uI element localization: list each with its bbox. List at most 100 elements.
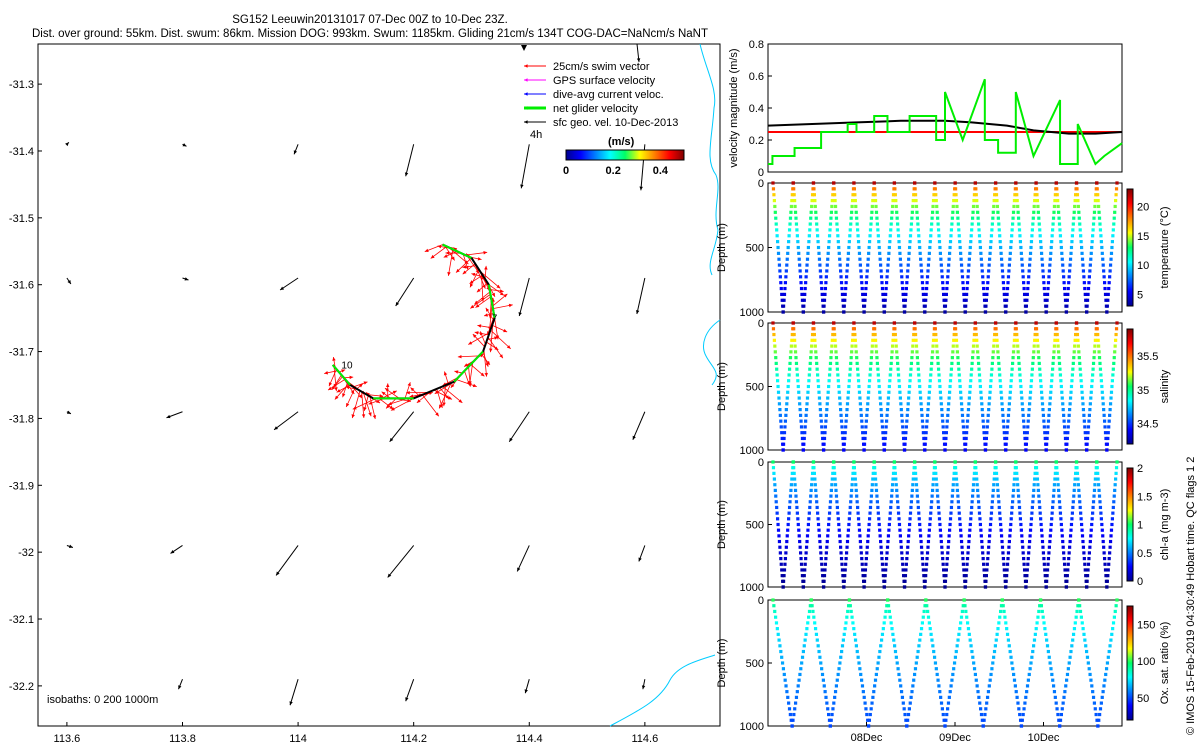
temperature-marker xyxy=(827,234,832,238)
oxygen-marker xyxy=(880,632,885,636)
salinity-marker xyxy=(816,379,820,383)
chla-marker xyxy=(867,528,871,532)
chla-marker xyxy=(1064,585,1069,589)
chla-marker xyxy=(813,477,817,481)
temperature-marker xyxy=(863,292,868,297)
salinity-marker xyxy=(1050,379,1054,383)
oxygen-marker xyxy=(1045,644,1050,648)
chla-marker xyxy=(870,483,874,487)
oxygen-marker xyxy=(936,678,940,682)
salinity-marker xyxy=(1022,419,1026,423)
temperature-marker xyxy=(985,292,989,297)
salinity-marker xyxy=(777,402,782,406)
chla-marker xyxy=(817,528,821,532)
salinity-marker xyxy=(1039,390,1044,394)
chla-marker xyxy=(1090,522,1094,527)
chla-marker xyxy=(976,500,981,504)
temperature-marker xyxy=(1068,263,1072,267)
oxygen-marker xyxy=(1036,615,1040,619)
swim-vector-arrow-head xyxy=(410,387,415,392)
salinity-marker xyxy=(1084,442,1088,446)
salinity-marker xyxy=(1088,407,1092,412)
chla-marker xyxy=(803,562,807,566)
chla-marker xyxy=(794,494,798,498)
salinity-marker xyxy=(800,431,804,435)
oxygen-marker xyxy=(934,667,938,671)
oxygen-marker xyxy=(830,712,834,717)
chla-marker xyxy=(1039,517,1043,521)
oxygen-marker xyxy=(970,649,974,654)
salinity-marker xyxy=(1066,425,1070,429)
chla-marker xyxy=(924,568,928,572)
temperature-marker xyxy=(1012,204,1016,209)
salinity-marker xyxy=(876,367,880,371)
salinity-marker xyxy=(956,356,960,360)
chla-marker xyxy=(812,471,816,475)
salinity-marker xyxy=(993,321,998,325)
temperature-marker xyxy=(821,298,825,302)
salinity-marker xyxy=(815,361,819,366)
temperature-marker xyxy=(1093,204,1097,209)
temperature-marker xyxy=(908,240,912,244)
oxygen-marker xyxy=(866,724,871,728)
oxygen-marker xyxy=(1090,684,1094,688)
temperature-marker xyxy=(1062,275,1066,279)
oxygen-marker xyxy=(1003,615,1007,619)
salinity-marker xyxy=(1050,373,1054,377)
oxygen-colorbar xyxy=(1126,605,1134,721)
oxygen-marker xyxy=(1000,598,1004,602)
chla-marker xyxy=(861,579,866,583)
salinity-marker xyxy=(913,332,918,337)
chla-marker xyxy=(947,534,951,538)
temperature-marker xyxy=(1105,310,1109,314)
chla-marker xyxy=(1112,494,1116,498)
temperature-marker xyxy=(873,187,877,191)
temperature-marker xyxy=(834,210,838,214)
salinity-marker xyxy=(930,361,934,366)
chla-marker xyxy=(999,522,1003,527)
chla-marker xyxy=(1025,574,1029,578)
chla-marker xyxy=(993,460,998,464)
salinity-colorbar-tick-label: 34.5 xyxy=(1137,419,1158,431)
geo-velocity-arrow-head xyxy=(395,302,400,307)
oxygen-marker xyxy=(1005,627,1009,631)
chla-colorbar-tick-label: 1.5 xyxy=(1137,491,1152,503)
chla-marker xyxy=(864,556,868,561)
salinity-marker xyxy=(855,356,859,360)
chla-marker xyxy=(856,505,860,510)
chla-marker xyxy=(834,494,839,498)
chla-marker xyxy=(833,471,837,475)
salinity-marker xyxy=(942,431,946,435)
temperature-marker xyxy=(1075,193,1080,197)
chla-marker xyxy=(860,556,864,561)
chla-marker xyxy=(982,574,987,578)
salinity-marker xyxy=(934,338,938,342)
chla-marker xyxy=(1042,556,1046,561)
swim-vector-arrow-head xyxy=(483,251,488,255)
chla-marker xyxy=(991,494,995,498)
temperature-marker xyxy=(818,263,822,267)
swim-vector-arrow-head xyxy=(406,390,410,395)
temperature-marker xyxy=(1109,257,1113,261)
salinity-marker xyxy=(808,367,812,371)
temperature-marker xyxy=(916,228,920,232)
swim-vector-arrow-head xyxy=(389,405,394,410)
geo-velocity-arrow xyxy=(518,277,530,317)
chla-marker xyxy=(786,528,790,532)
swim-vector-arrow-head xyxy=(484,265,488,270)
chla-marker xyxy=(1076,477,1080,481)
chla-marker xyxy=(810,471,815,475)
chla-marker xyxy=(906,545,910,549)
chla-marker xyxy=(1038,511,1042,515)
temperature-marker xyxy=(843,292,847,297)
salinity-marker xyxy=(875,361,879,366)
temperature-marker xyxy=(887,245,891,250)
temperature-marker xyxy=(881,298,885,302)
chla-marker xyxy=(1044,585,1048,589)
temperature-marker xyxy=(978,245,983,250)
chla-marker xyxy=(960,545,964,549)
salinity-marker xyxy=(1028,396,1032,400)
chla-marker xyxy=(776,528,781,532)
chla-marker xyxy=(1000,539,1004,544)
chla-marker xyxy=(832,460,836,464)
